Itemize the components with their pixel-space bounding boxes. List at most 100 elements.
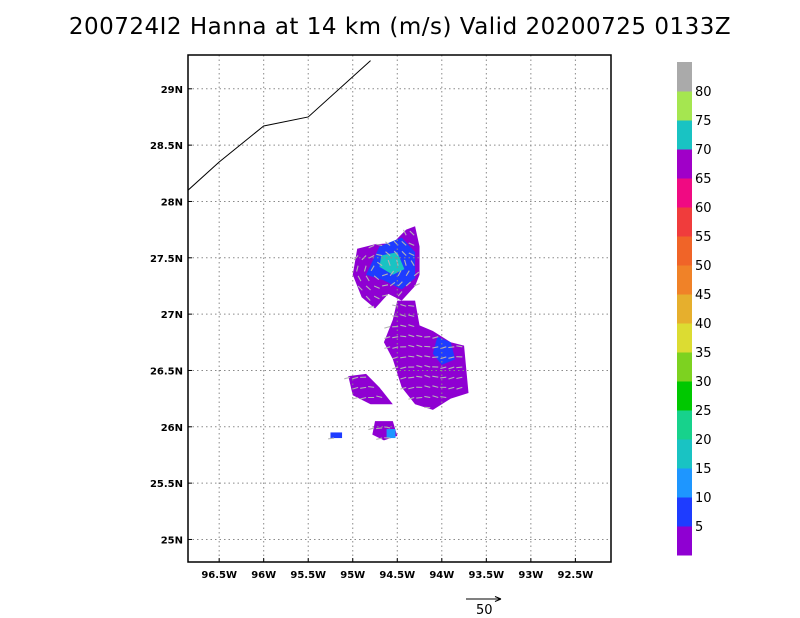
wind-arrow-112 — [353, 255, 359, 261]
wind-arrow-37 — [456, 376, 463, 380]
wind-arrow-68 — [400, 335, 407, 338]
wind-arrow-20 — [408, 386, 415, 390]
wind-arrow-124 — [401, 240, 407, 246]
wind-arrow-18 — [368, 386, 375, 388]
wind-arrow-10 — [376, 395, 383, 399]
wind-arrow-17 — [360, 386, 367, 389]
colorbar-swatch-13 — [677, 149, 692, 179]
wind-arrow-30 — [400, 376, 407, 380]
wind-arrow-31 — [408, 376, 415, 379]
wind-arrow-98 — [373, 275, 380, 281]
wind-arrow-69 — [408, 334, 415, 338]
wind-arrow-121 — [376, 243, 383, 246]
colorbar-swatch-15 — [677, 91, 692, 121]
reference-vector-label: 50 — [476, 603, 493, 618]
wind-region-2 — [379, 252, 405, 275]
wind-arrow-38 — [392, 366, 399, 370]
wind-arrow-91 — [382, 284, 389, 287]
colorbar-label-10: 55 — [695, 230, 712, 245]
wind-arrow-102 — [405, 270, 410, 277]
y-tick-label-4: 27N — [161, 310, 183, 321]
wind-region-3 — [383, 300, 469, 410]
wind-arrow-119 — [408, 252, 415, 257]
y-axis: 25N 25.5N 26N 26.5N 27N 27.5N 28N 28.5N 29N — [150, 85, 192, 546]
x-axis: 96.5W 96W 95.5W 95W 94.5W 94W 93.5W 93W 92.5W — [201, 558, 593, 581]
wind-arrow-45 — [448, 366, 455, 370]
x-tick-label-5: 94W — [429, 570, 454, 581]
colorbar-label-3: 20 — [695, 433, 712, 448]
wind-arrow-105 — [363, 265, 367, 272]
wind-region-8 — [330, 432, 343, 439]
colorbar-swatch-2 — [677, 468, 692, 498]
colorbar-swatch-11 — [677, 207, 692, 237]
wind-arrow-23 — [432, 385, 439, 388]
wind-arrow-78 — [400, 314, 407, 317]
wind-arrow-59 — [408, 344, 415, 348]
y-tick-label-7: 28.5N — [150, 141, 183, 152]
wind-arrow-1 — [376, 437, 383, 440]
y-tick-label-6: 28N — [161, 197, 183, 208]
wind-arrow-122 — [385, 241, 391, 246]
wind-arrow-12 — [416, 396, 423, 399]
chart-title: 200724I2 Hanna at 14 km (m/s) Valid 2020… — [68, 14, 732, 40]
colorbar-label-11: 60 — [695, 201, 712, 216]
colorbar-label-5: 30 — [695, 375, 712, 390]
wind-arrow-84 — [365, 295, 371, 301]
wind-arrow-83 — [408, 304, 415, 307]
x-tick-label-4: 94.5W — [379, 570, 415, 581]
colorbar-swatch-12 — [677, 178, 692, 208]
colorbar-swatch-4 — [677, 410, 692, 440]
reference-vector: 50 — [466, 596, 502, 618]
wind-arrow-7 — [352, 396, 359, 400]
wind-arrow-32 — [416, 375, 423, 378]
wind-arrow-103 — [413, 271, 420, 277]
reference-arrowhead — [494, 596, 502, 602]
colorbar-label-0: 5 — [695, 520, 703, 535]
wind-region-7 — [386, 429, 396, 439]
colorbar-swatch-7 — [677, 323, 692, 353]
colorbar-swatch-5 — [677, 381, 692, 411]
wind-arrow-27 — [344, 376, 351, 380]
colorbar-swatch-16 — [677, 62, 692, 92]
wind-arrow-46 — [456, 366, 463, 369]
wind-arrow-49 — [408, 355, 415, 358]
wind-arrow-60 — [416, 344, 423, 348]
wind-arrow-101 — [397, 270, 402, 277]
wind-arrow-4 — [376, 427, 383, 430]
wind-arrow-92 — [389, 281, 396, 287]
y-tick-label-5: 27.5N — [150, 254, 183, 265]
wind-arrow-86 — [382, 294, 389, 297]
wind-arrow-90 — [373, 285, 380, 289]
wind-arrow-35 — [440, 376, 447, 379]
wind-arrow-54 — [448, 356, 455, 359]
wind-arrow-73 — [384, 325, 391, 329]
x-tick-label-3: 95W — [340, 570, 365, 581]
colorbar-swatch-1 — [677, 497, 692, 527]
colorbar-swatch-8 — [677, 294, 692, 324]
y-tick-label-0: 25N — [161, 535, 183, 546]
wind-arrow-76 — [408, 324, 415, 328]
wind-arrow-111 — [410, 260, 415, 266]
wind-arrow-87 — [397, 291, 403, 297]
colorbar-label-12: 65 — [695, 172, 712, 187]
wind-arrow-110 — [403, 259, 407, 266]
wind-arrow-36 — [448, 376, 455, 380]
coastline-path — [188, 60, 371, 191]
colorbar-label-4: 25 — [695, 404, 712, 419]
wind-arrow-114 — [368, 255, 375, 259]
wind-arrow-67 — [392, 336, 399, 339]
wind-arrow-85 — [373, 295, 380, 300]
colorbar-label-14: 75 — [695, 114, 712, 129]
x-tick-label-6: 93.5W — [468, 570, 504, 581]
wind-arrow-53 — [440, 356, 447, 360]
colorbar-swatch-10 — [677, 236, 692, 266]
wind-arrow-116 — [385, 251, 391, 256]
coastline — [188, 60, 371, 191]
colorbar-swatch-3 — [677, 439, 692, 469]
wind-arrow-11 — [408, 396, 415, 400]
wind-arrow-19 — [400, 386, 407, 390]
wind-arrow-80 — [368, 305, 375, 309]
wind-arrow-13 — [424, 395, 431, 399]
wind-arrow-100 — [389, 270, 395, 277]
